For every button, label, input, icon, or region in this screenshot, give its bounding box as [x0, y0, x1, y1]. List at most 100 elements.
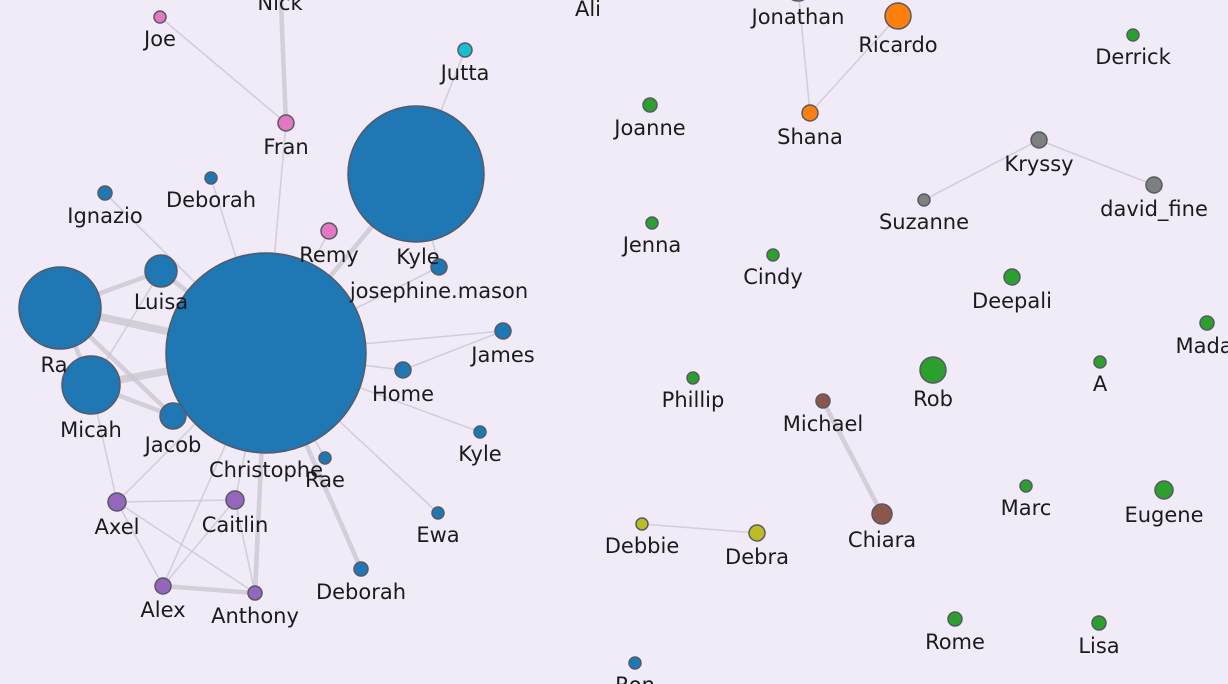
- node-label-phillip: Phillip: [662, 388, 725, 412]
- node-label-debbie: Debbie: [605, 534, 680, 558]
- edge-axel-alex: [116, 501, 164, 587]
- node-christophe[interactable]: [165, 252, 367, 454]
- node-derrick[interactable]: [1126, 28, 1140, 42]
- edge-axel-anthony: [116, 501, 256, 594]
- node-label-jenna: Jenna: [621, 233, 682, 257]
- node-james[interactable]: [494, 322, 512, 340]
- node-remy[interactable]: [320, 222, 338, 240]
- node-axel[interactable]: [107, 492, 127, 512]
- node-home[interactable]: [394, 361, 412, 379]
- node-label-kryssy: Kryssy: [1004, 152, 1073, 176]
- edge-debbie-debra: [641, 523, 758, 534]
- node-label-josephine: josephine.mason: [349, 279, 528, 303]
- node-label-jonathan: Jonathan: [750, 5, 845, 29]
- edge-joe-fran: [159, 16, 287, 124]
- node-a[interactable]: [1093, 355, 1107, 369]
- edge-jonathan-shana: [798, 0, 811, 114]
- node-fran[interactable]: [277, 114, 295, 132]
- node-label-micah: Micah: [60, 418, 122, 442]
- node-label-ron: Ron: [615, 673, 655, 684]
- edge-kryssy-david_fine: [1038, 139, 1155, 186]
- node-label-luisa: Luisa: [134, 290, 188, 314]
- node-label-lisa: Lisa: [1078, 634, 1119, 658]
- node-label-madal: Madal: [1175, 334, 1228, 358]
- node-jenna[interactable]: [645, 216, 659, 230]
- node-phillip[interactable]: [686, 371, 700, 385]
- node-label-debra: Debra: [725, 545, 789, 569]
- node-label-joanne: Joanne: [612, 116, 685, 140]
- node-alex[interactable]: [154, 577, 172, 595]
- node-michael[interactable]: [815, 393, 831, 409]
- node-eugene[interactable]: [1154, 480, 1174, 500]
- node-rome[interactable]: [947, 611, 963, 627]
- node-joe[interactable]: [153, 10, 167, 24]
- node-label-anthony: Anthony: [211, 604, 299, 628]
- node-jonathan[interactable]: [785, 0, 811, 2]
- node-label-cindy: Cindy: [743, 265, 803, 289]
- node-label-suzanne: Suzanne: [879, 210, 969, 234]
- node-label-ali: Ali: [575, 0, 601, 21]
- node-luisa[interactable]: [144, 254, 178, 288]
- node-label-deborah_top: Deborah: [166, 188, 256, 212]
- node-label-remy: Remy: [299, 243, 358, 267]
- node-label-alex: Alex: [140, 598, 185, 622]
- node-chiara[interactable]: [871, 503, 893, 525]
- node-cindy[interactable]: [766, 248, 780, 262]
- node-jutta[interactable]: [457, 42, 473, 58]
- node-deborah_bottom[interactable]: [353, 561, 369, 577]
- node-label-axel: Axel: [95, 515, 140, 539]
- node-ron[interactable]: [628, 656, 642, 670]
- edge-kryssy-suzanne: [923, 139, 1040, 201]
- node-josephine[interactable]: [430, 258, 448, 276]
- node-label-jacob: Jacob: [143, 433, 202, 457]
- node-label-fran: Fran: [263, 135, 308, 159]
- label-layer: Christophe Kyle Ra Micah Luisa Jacob Ignazio De…: [41, 0, 1228, 684]
- edge-ricardo-shana: [809, 15, 899, 114]
- node-joanne[interactable]: [642, 97, 658, 113]
- node-label-ignazio: Ignazio: [67, 204, 142, 228]
- node-caitlin[interactable]: [225, 490, 245, 510]
- node-label-derrick: Derrick: [1095, 45, 1171, 69]
- node-ra[interactable]: [18, 266, 102, 350]
- node-madal[interactable]: [1199, 315, 1215, 331]
- node-label-jutta: Jutta: [439, 61, 490, 85]
- node-shana[interactable]: [801, 104, 819, 122]
- node-suzanne[interactable]: [917, 193, 931, 207]
- edge-axel-caitlin: [116, 499, 236, 503]
- edge-caitlin-anthony: [234, 499, 256, 594]
- node-kyle_small[interactable]: [473, 425, 487, 439]
- node-deborah_top[interactable]: [204, 171, 218, 185]
- node-label-chiara: Chiara: [848, 528, 916, 552]
- node-label-james: James: [469, 343, 534, 367]
- node-david_fine[interactable]: [1145, 176, 1163, 194]
- node-debra[interactable]: [748, 524, 766, 542]
- node-label-a: A: [1093, 372, 1108, 396]
- node-rae[interactable]: [318, 451, 332, 465]
- edge-alex-anthony: [160, 583, 258, 596]
- edge-michael-chiara: [820, 398, 885, 517]
- node-ricardo[interactable]: [884, 2, 912, 30]
- node-kyle_big[interactable]: [347, 105, 485, 243]
- edge-nick-fran: [278, 0, 289, 126]
- edge-home-james: [402, 330, 504, 371]
- node-ewa[interactable]: [431, 506, 445, 520]
- edge-alex-caitlin: [162, 499, 236, 587]
- node-kryssy[interactable]: [1030, 131, 1048, 149]
- node-layer: [18, 0, 1215, 670]
- node-label-deborah_bottom: Deborah: [316, 580, 406, 604]
- node-label-david_fine: david_fine: [1100, 197, 1208, 222]
- node-debbie[interactable]: [635, 517, 649, 531]
- node-label-kyle_small: Kyle: [458, 442, 501, 466]
- node-label-ricardo: Ricardo: [858, 33, 937, 57]
- node-jacob[interactable]: [159, 402, 187, 430]
- node-label-rome: Rome: [925, 630, 985, 654]
- node-label-kyle_big: Kyle: [396, 245, 439, 269]
- node-deepali[interactable]: [1003, 268, 1021, 286]
- node-rob[interactable]: [919, 356, 947, 384]
- node-ignazio[interactable]: [97, 185, 113, 201]
- node-marc[interactable]: [1019, 479, 1033, 493]
- node-anthony[interactable]: [247, 585, 263, 601]
- node-lisa[interactable]: [1091, 615, 1107, 631]
- node-micah[interactable]: [61, 355, 121, 415]
